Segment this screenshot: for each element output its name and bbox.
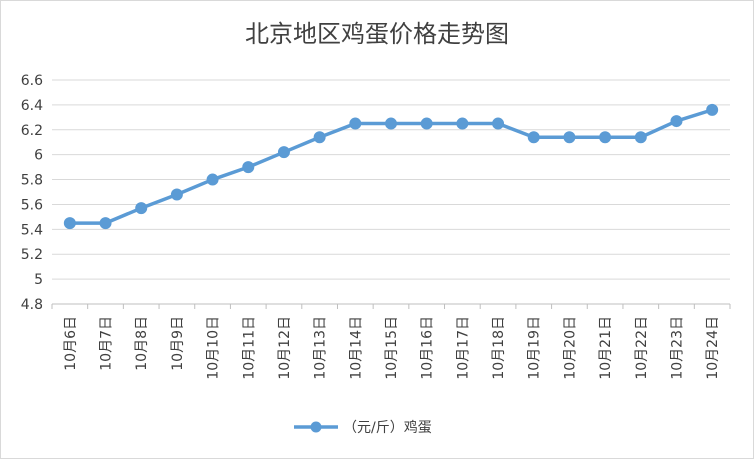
x-tick-label: 10月22日	[634, 316, 650, 380]
x-tick-label: 10月11日	[241, 316, 257, 380]
x-tick-label: 10月12日	[277, 316, 293, 380]
y-tick-label: 6.4	[21, 98, 43, 114]
x-tick-label: 10月23日	[669, 316, 685, 380]
x-tick-label: 10月7日	[99, 316, 115, 371]
y-tick-label: 6.2	[21, 123, 43, 139]
gridlines	[52, 79, 730, 305]
legend-series-label: （元/斤）鸡蛋	[343, 419, 432, 436]
data-point	[277, 146, 290, 159]
data-point	[135, 202, 148, 215]
data-point	[99, 217, 112, 230]
x-tick-label: 10月9日	[170, 316, 186, 371]
y-tick-label: 4.8	[21, 297, 43, 313]
data-point	[599, 131, 612, 144]
data-point	[206, 173, 219, 186]
y-tick-label: 5.2	[21, 247, 43, 263]
x-tick-label: 10月6日	[63, 316, 79, 371]
x-tick-label: 10月8日	[134, 316, 150, 371]
x-tick-label: 10月24日	[705, 316, 721, 380]
data-point	[456, 117, 469, 130]
x-tick-label: 10月10日	[206, 316, 222, 380]
y-tick-label: 5.8	[21, 173, 43, 189]
data-point	[706, 103, 719, 116]
x-tick-label: 10月15日	[384, 316, 400, 380]
data-point	[420, 117, 433, 130]
x-tick-label: 10月20日	[562, 316, 578, 380]
x-tick-label: 10月17日	[455, 316, 471, 380]
data-point	[670, 115, 683, 128]
data-point	[527, 131, 540, 144]
data-point	[170, 188, 183, 201]
y-tick-label: 6	[34, 148, 43, 164]
data-point	[634, 131, 647, 144]
x-tick-label: 10月21日	[598, 316, 614, 380]
x-tick-label: 10月16日	[420, 316, 436, 380]
data-point	[313, 131, 326, 144]
x-tick-label: 10月14日	[348, 316, 364, 380]
chart-title: 北京地区鸡蛋价格走势图	[245, 20, 509, 48]
legend-series-marker	[310, 421, 322, 433]
data-point	[492, 117, 505, 130]
legend: （元/斤）鸡蛋	[294, 419, 432, 436]
data-point	[385, 117, 397, 130]
x-tick-label: 10月13日	[313, 316, 329, 380]
y-tick-label: 5	[34, 272, 43, 288]
x-axis-ticks: 10月6日 10月7日 10月8日 10月9日 10月10日 10月11日 10月12日 10…	[51, 304, 731, 380]
data-point	[63, 217, 76, 230]
data-point	[563, 131, 576, 144]
y-tick-label: 5.4	[21, 222, 43, 238]
data-point	[349, 117, 362, 130]
data-point	[242, 161, 255, 174]
x-tick-label: 10月18日	[491, 316, 507, 380]
y-tick-label: 6.6	[21, 73, 43, 89]
series-layer	[63, 103, 719, 230]
x-tick-label: 10月19日	[527, 316, 543, 380]
y-tick-label: 5.6	[21, 197, 43, 213]
y-axis-ticks: 4.8 5 5.2 5.4 5.6 5.8 6 6.2 6.4 6.6	[21, 73, 43, 313]
